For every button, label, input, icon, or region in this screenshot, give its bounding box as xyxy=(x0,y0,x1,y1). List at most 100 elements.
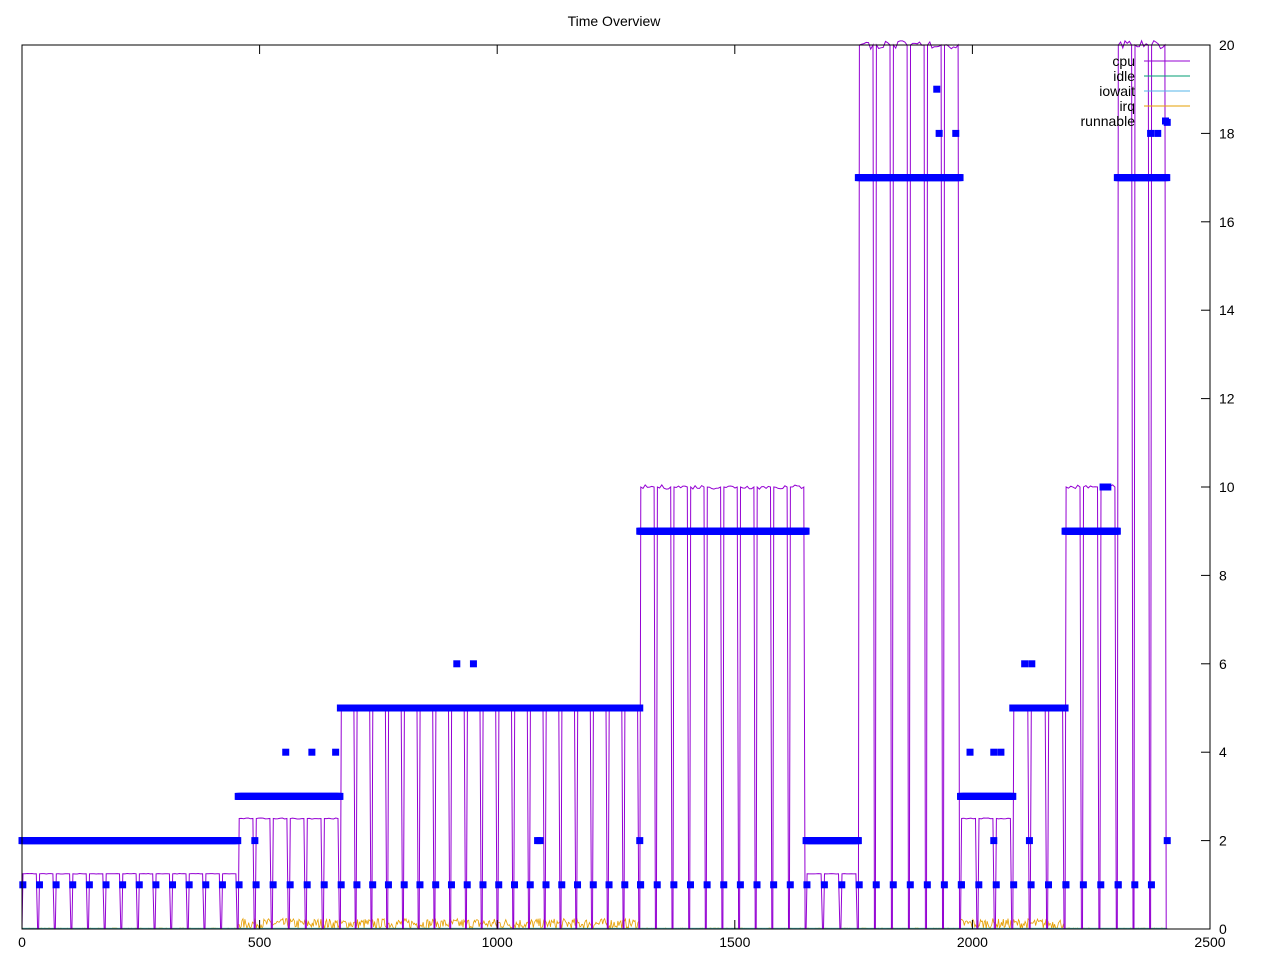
runnable-point xyxy=(19,881,27,889)
runnable-point xyxy=(820,881,828,889)
runnable-point xyxy=(536,837,544,845)
runnable-point xyxy=(336,792,344,800)
runnable-point xyxy=(636,704,644,712)
runnable-point xyxy=(1163,837,1171,845)
runnable-point xyxy=(102,881,110,889)
y-tick-label: 10 xyxy=(1219,479,1235,495)
runnable-point xyxy=(453,660,461,668)
plot-frame xyxy=(21,44,1211,930)
runnable-point xyxy=(286,881,294,889)
runnable-point xyxy=(990,748,998,756)
runnable-point xyxy=(416,881,424,889)
y-tick-label: 0 xyxy=(1219,921,1227,937)
runnable-point xyxy=(803,881,811,889)
runnable-point xyxy=(966,748,974,756)
runnable-point xyxy=(589,881,597,889)
runnable-point xyxy=(621,881,629,889)
runnable-point xyxy=(369,881,377,889)
legend-label-irq: irq xyxy=(1119,98,1135,114)
runnable-point xyxy=(282,748,290,756)
runnable-point xyxy=(933,85,941,93)
runnable-point xyxy=(770,881,778,889)
runnable-point xyxy=(526,881,534,889)
y-tick-label: 14 xyxy=(1219,302,1235,318)
y-tick-label: 16 xyxy=(1219,214,1235,230)
runnable-point xyxy=(1163,174,1171,182)
runnable-point xyxy=(872,881,880,889)
runnable-point xyxy=(1097,881,1105,889)
runnable-point xyxy=(558,881,566,889)
runnable-series-points xyxy=(18,85,1171,889)
runnable-point xyxy=(1154,129,1162,137)
legend-label-cpu: cpu xyxy=(1112,53,1135,69)
runnable-point xyxy=(574,881,582,889)
runnable-point xyxy=(686,881,694,889)
runnable-point xyxy=(269,881,277,889)
runnable-point xyxy=(997,748,1005,756)
runnable-point xyxy=(479,881,487,889)
runnable-point xyxy=(1099,483,1107,491)
runnable-point xyxy=(234,837,242,845)
runnable-point xyxy=(1147,881,1155,889)
runnable-point xyxy=(736,881,744,889)
runnable-point xyxy=(990,837,998,845)
runnable-point xyxy=(308,748,316,756)
x-tick-label: 500 xyxy=(248,934,272,950)
runnable-point xyxy=(952,129,960,137)
x-tick-label: 1000 xyxy=(482,934,513,950)
runnable-point xyxy=(1045,881,1053,889)
runnable-point xyxy=(906,881,914,889)
runnable-point xyxy=(510,881,518,889)
runnable-point xyxy=(1104,483,1112,491)
runnable-point xyxy=(854,837,862,845)
runnable-point xyxy=(703,881,711,889)
x-tick-label: 2500 xyxy=(1194,934,1225,950)
runnable-point xyxy=(923,881,931,889)
runnable-point xyxy=(855,881,863,889)
runnable-point xyxy=(1010,881,1018,889)
runnable-point xyxy=(463,881,471,889)
runnable-point xyxy=(1131,881,1139,889)
runnable-point xyxy=(940,881,948,889)
runnable-point xyxy=(957,881,965,889)
y-tick-label: 4 xyxy=(1219,744,1227,760)
runnable-point xyxy=(1061,704,1069,712)
runnable-point xyxy=(235,881,243,889)
runnable-point xyxy=(85,881,93,889)
runnable-point xyxy=(1079,881,1087,889)
legend-label-iowait: iowait xyxy=(1099,83,1135,99)
runnable-point xyxy=(1147,129,1155,137)
plot-area xyxy=(18,39,1171,931)
y-tick-label: 8 xyxy=(1219,567,1227,583)
chart-title: Time Overview xyxy=(568,13,662,29)
runnable-point xyxy=(218,881,226,889)
runnable-point xyxy=(353,881,361,889)
runnable-point xyxy=(400,881,408,889)
x-tick-label: 2000 xyxy=(957,934,988,950)
legend-label-idle: idle xyxy=(1113,68,1135,84)
runnable-point xyxy=(889,881,897,889)
runnable-point xyxy=(605,881,613,889)
x-tick-label: 0 xyxy=(18,934,26,950)
runnable-point xyxy=(637,881,645,889)
runnable-point xyxy=(975,881,983,889)
runnable-point xyxy=(495,881,503,889)
runnable-point xyxy=(802,527,810,535)
runnable-point xyxy=(447,881,455,889)
runnable-point xyxy=(384,881,392,889)
runnable-point xyxy=(838,881,846,889)
runnable-point xyxy=(35,881,43,889)
runnable-point xyxy=(1062,881,1070,889)
runnable-point xyxy=(1113,527,1121,535)
runnable-point xyxy=(956,174,964,182)
runnable-point xyxy=(52,881,60,889)
runnable-point xyxy=(320,881,328,889)
runnable-point xyxy=(337,881,345,889)
runnable-point xyxy=(185,881,193,889)
runnable-point xyxy=(119,881,127,889)
runnable-point xyxy=(69,881,77,889)
runnable-point xyxy=(720,881,728,889)
y-tick-label: 2 xyxy=(1219,833,1227,849)
